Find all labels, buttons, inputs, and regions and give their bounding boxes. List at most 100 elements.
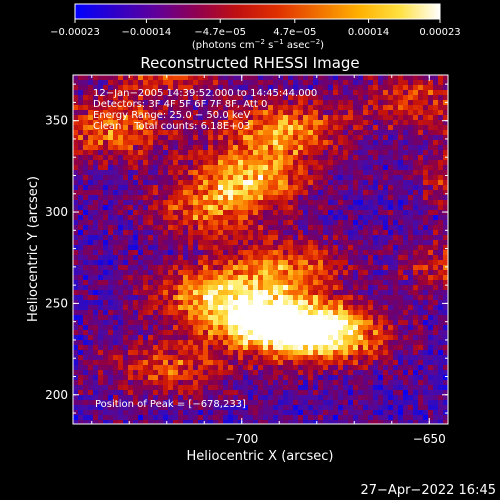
heatmap-cell [203,200,208,205]
heatmap-cell [198,315,203,320]
heatmap-cell [423,120,428,125]
heatmap-cell [248,205,253,210]
heatmap-cell [233,110,238,115]
heatmap-cell [118,235,123,240]
heatmap-cell [268,270,273,275]
heatmap-cell [408,385,413,390]
heatmap-cell [353,235,358,240]
heatmap-cell [283,175,288,180]
heatmap-cell [198,145,203,150]
heatmap-cell [93,95,98,100]
heatmap-cell [318,225,323,230]
heatmap-cell [433,315,438,320]
heatmap-cell [418,265,423,270]
heatmap-cell [403,330,408,335]
heatmap-cell [278,325,283,330]
heatmap-cell [148,125,153,130]
heatmap-cell [323,195,328,200]
heatmap-cell [283,280,288,285]
heatmap-cell [228,280,233,285]
heatmap-cell [218,280,223,285]
heatmap-cell [93,90,98,95]
heatmap-cell [263,115,268,120]
heatmap-cell [423,130,428,135]
heatmap-cell [373,135,378,140]
heatmap-cell [163,125,168,130]
heatmap-cell [98,115,103,120]
heatmap-cell [173,125,178,130]
heatmap-cell [348,305,353,310]
heatmap-cell [203,255,208,260]
heatmap-cell [443,170,448,175]
heatmap-cell [358,125,363,130]
heatmap-cell [343,380,348,385]
heatmap-cell [83,260,88,265]
heatmap-cell [373,145,378,150]
heatmap-cell [308,180,313,185]
heatmap-cell [308,75,313,80]
heatmap-cell [323,370,328,375]
heatmap-cell [393,350,398,355]
heatmap-cell [173,300,178,305]
heatmap-cell [233,340,238,345]
heatmap-cell [73,270,78,275]
heatmap-cell [233,325,238,330]
heatmap-cell [343,190,348,195]
heatmap-cell [228,240,233,245]
heatmap-cell [413,185,418,190]
heatmap-cell [73,275,78,280]
heatmap-cell [373,325,378,330]
heatmap-cell [223,90,228,95]
heatmap-cell [83,390,88,395]
heatmap-cell [143,230,148,235]
heatmap-cell [393,120,398,125]
heatmap-cell [108,115,113,120]
heatmap-cell [303,265,308,270]
heatmap-cell [188,125,193,130]
heatmap-cell [128,365,133,370]
heatmap-cell [418,160,423,165]
heatmap-cell [428,385,433,390]
heatmap-cell [428,375,433,380]
heatmap-cell [393,75,398,80]
heatmap-cell [163,210,168,215]
heatmap-cell [363,155,368,160]
heatmap-cell [98,160,103,165]
heatmap-cell [163,90,168,95]
heatmap-cell [298,105,303,110]
heatmap-cell [203,160,208,165]
heatmap-cell [303,380,308,385]
heatmap-cell [293,290,298,295]
heatmap-cell [378,270,383,275]
heatmap-cell [288,140,293,145]
heatmap-cell [133,255,138,260]
heatmap-cell [348,350,353,355]
heatmap-cell [248,245,253,250]
heatmap-cell [443,255,448,260]
heatmap-cell [373,95,378,100]
heatmap-cell [443,140,448,145]
heatmap-cell [413,105,418,110]
heatmap-cell [268,225,273,230]
heatmap-cell [263,375,268,380]
heatmap-cell [223,190,228,195]
heatmap-cell [178,75,183,80]
heatmap-cell [208,320,213,325]
heatmap-cell [148,140,153,145]
heatmap-cell [108,220,113,225]
heatmap-cell [338,240,343,245]
heatmap-cell [253,215,258,220]
heatmap-cell [363,95,368,100]
heatmap-cell [228,265,233,270]
heatmap-cell [343,105,348,110]
heatmap-cell [198,320,203,325]
heatmap-cell [213,200,218,205]
heatmap-cell [323,345,328,350]
heatmap-cell [248,315,253,320]
heatmap-cell [138,370,143,375]
heatmap-cell [128,240,133,245]
heatmap-cell [83,140,88,145]
heatmap-cell [133,260,138,265]
heatmap-cell [78,110,83,115]
heatmap-cell [373,360,378,365]
